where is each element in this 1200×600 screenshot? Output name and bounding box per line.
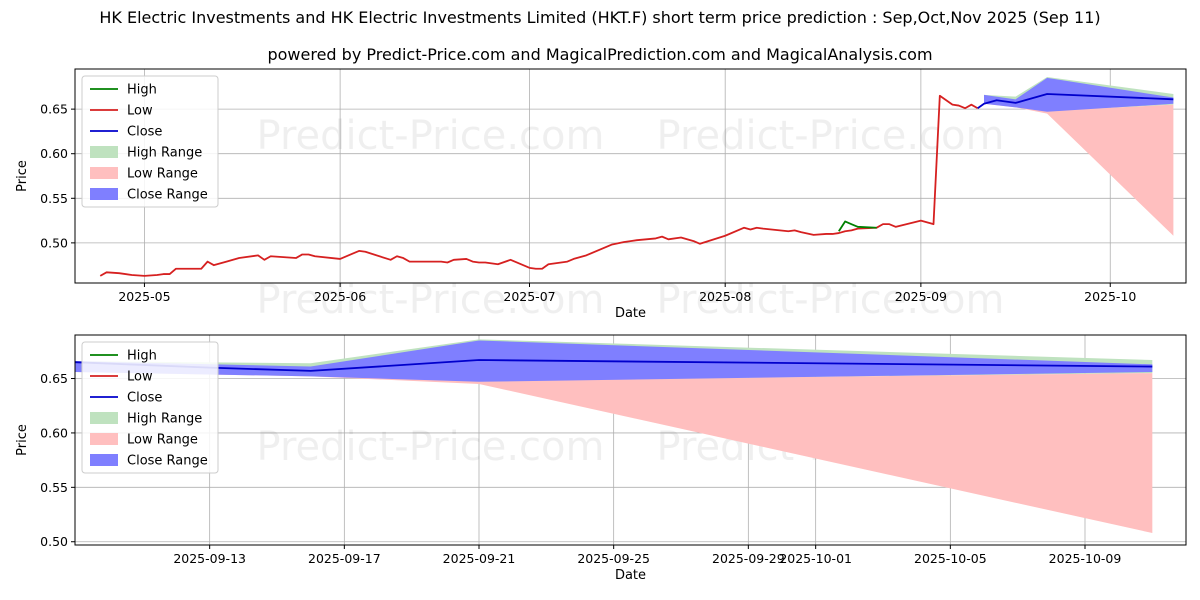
x-tick-label: 2025-10-01: [779, 551, 852, 566]
low-range-band: [75, 361, 1153, 534]
x-tick-label: 2025-10-05: [914, 551, 987, 566]
y-tick-label: 0.55: [40, 191, 68, 206]
y-tick-label: 0.60: [40, 146, 68, 161]
panel-1: Predict-Price.com Predict-Price.com Predic…: [15, 68, 1187, 323]
x-tick-label: 2025-09: [895, 289, 947, 304]
legend-label-close: Close: [127, 125, 162, 140]
chart-title: HK Electric Investments and HK Electric …: [99, 8, 1101, 27]
legend-label-high-range: High Range: [127, 146, 202, 161]
x-tick-label: 2025-09-25: [577, 551, 650, 566]
watermark: Predict-Price.com: [657, 277, 1005, 323]
y-tick-label: 0.50: [40, 534, 68, 549]
legend-swatch-close-range: [90, 454, 118, 466]
low-line: [99, 94, 979, 277]
legend-swatch-low-range: [90, 167, 118, 179]
y-tick-label: 0.50: [40, 235, 68, 250]
y-tick-label: 0.65: [40, 102, 68, 117]
x-tick-label: 2025-09-13: [173, 551, 246, 566]
y-axis-label: Price: [15, 424, 30, 456]
legend-label-low: Low: [127, 370, 153, 385]
legend-label-low-range: Low Range: [127, 433, 198, 448]
chart-subtitle: powered by Predict-Price.com and Magical…: [267, 45, 933, 64]
legend-swatch-high-range: [90, 146, 118, 158]
y-tick-label: 0.55: [40, 480, 68, 495]
watermark: Predict-Price.com: [257, 277, 605, 323]
legend-label-close-range: Close Range: [127, 188, 208, 203]
watermark: Predict-Price.com: [257, 113, 605, 159]
panel-2: Predict-Price.comPredict-Price.com2025-0…: [15, 334, 1187, 583]
close-line: [977, 93, 1174, 109]
x-tick-label: 2025-07: [503, 289, 555, 304]
legend-label-close-range: Close Range: [127, 454, 208, 469]
legend-label-high: High: [127, 349, 157, 364]
high-line: [838, 220, 877, 232]
x-tick-label: 2025-06: [314, 289, 366, 304]
legend-swatch-close-range: [90, 188, 118, 200]
legend-label-high: High: [127, 83, 157, 98]
x-tick-label: 2025-10: [1084, 289, 1136, 304]
x-tick-label: 2025-08: [699, 289, 751, 304]
x-axis-label: Date: [615, 306, 646, 321]
legend: High Low Close High Range Low Range Close Ran…: [81, 341, 219, 474]
watermark: Predict-Price.com: [257, 424, 605, 470]
low-range-band: [984, 94, 1174, 236]
plot-frame: [74, 68, 1187, 284]
x-tick-label: 2025-10-09: [1049, 551, 1122, 566]
legend-label-high-range: High Range: [127, 412, 202, 427]
legend-label-low-range: Low Range: [127, 167, 198, 182]
legend-swatch-high-range: [90, 412, 118, 424]
y-tick-label: 0.60: [40, 425, 68, 440]
legend-swatch-low-range: [90, 433, 118, 445]
x-tick-label: 2025-09-29: [712, 551, 785, 566]
y-tick-label: 0.65: [40, 371, 68, 386]
x-tick-label: 2025-05: [118, 289, 170, 304]
x-tick-label: 2025-09-17: [308, 551, 381, 566]
x-axis-label: Date: [615, 568, 646, 583]
legend: High Low Close High Range Low Range Close Ran…: [81, 75, 219, 208]
y-axis-label: Price: [15, 160, 30, 192]
legend-label-low: Low: [127, 104, 153, 119]
x-tick-label: 2025-09-21: [443, 551, 516, 566]
watermark: Predict-Price.com: [657, 113, 1005, 159]
plot-frame: [74, 334, 1187, 546]
legend-label-close: Close: [127, 391, 162, 406]
